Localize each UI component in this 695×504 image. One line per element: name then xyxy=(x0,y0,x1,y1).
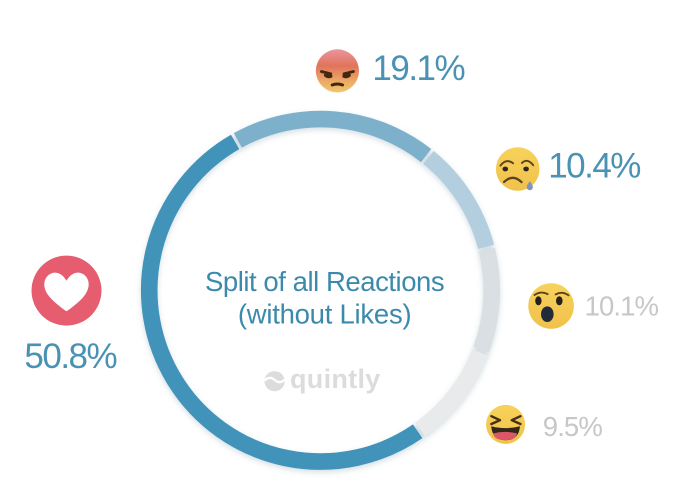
svg-text:(without Likes): (without Likes) xyxy=(238,299,412,330)
svg-text:9.5%: 9.5% xyxy=(543,411,603,442)
svg-text:quintly: quintly xyxy=(290,364,381,394)
svg-text:10.4%: 10.4% xyxy=(548,147,640,186)
svg-text:50.8%: 50.8% xyxy=(24,337,116,376)
svg-text:10.1%: 10.1% xyxy=(585,291,659,322)
svg-text:Split of all Reactions: Split of all Reactions xyxy=(205,266,444,297)
svg-text:19.1%: 19.1% xyxy=(372,49,464,88)
